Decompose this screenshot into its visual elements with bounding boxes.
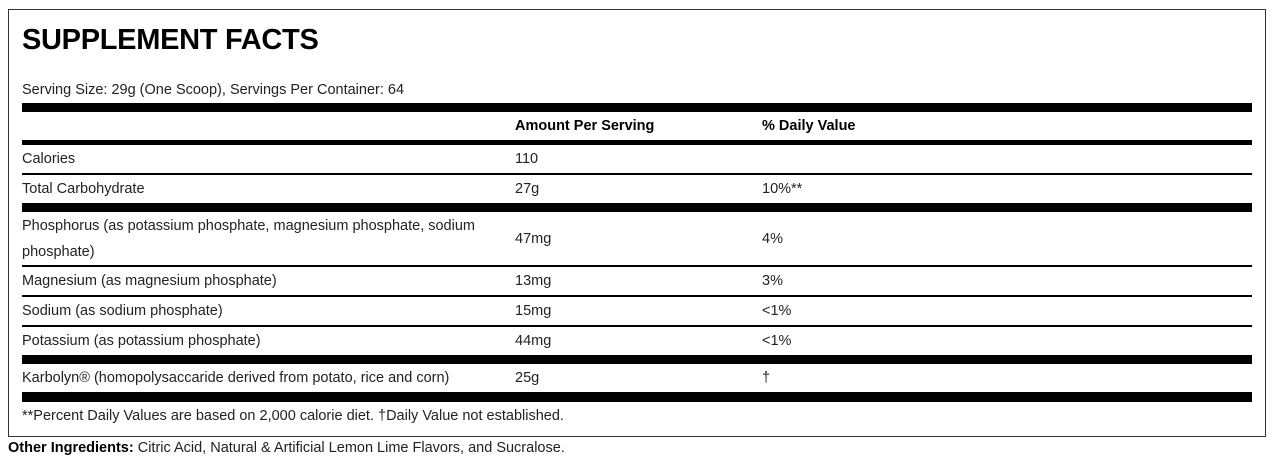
dv-header: % Daily Value — [762, 118, 856, 134]
divider — [22, 203, 1252, 212]
nutrient-name: Potassium (as potassium phosphate) — [22, 333, 261, 349]
daily-value: 4% — [762, 230, 783, 247]
amount-header: Amount Per Serving — [515, 118, 655, 134]
divider — [22, 173, 1252, 175]
table-row: Calories 110 — [22, 145, 1252, 173]
divider — [22, 355, 1252, 364]
divider — [22, 103, 1252, 112]
amount: 13mg — [515, 273, 552, 289]
divider — [22, 265, 1252, 267]
table-header: Amount Per Serving % Daily Value — [22, 112, 1252, 140]
other-ingredients: Other Ingredients: Citric Acid, Natural … — [8, 440, 565, 456]
nutrient-name: Karbolyn® (homopolysaccaride derived fro… — [22, 370, 450, 386]
amount: 15mg — [515, 303, 552, 319]
divider — [22, 325, 1252, 327]
amount: 27g — [515, 181, 540, 197]
supplement-facts-panel: SUPPLEMENT FACTS Serving Size: 29g (One … — [8, 9, 1266, 437]
footnote: **Percent Daily Values are based on 2,00… — [22, 408, 564, 424]
amount: 110 — [515, 151, 539, 167]
panel-title: SUPPLEMENT FACTS — [22, 24, 319, 56]
other-ingredients-label: Other Ingredients: — [8, 440, 134, 456]
amount: 47mg — [515, 230, 552, 247]
daily-value: <1% — [762, 333, 792, 349]
serving-info: Serving Size: 29g (One Scoop), Servings … — [22, 82, 405, 98]
table-row: Magnesium (as magnesium phosphate) 13mg 3% — [22, 267, 1252, 295]
table-row: Phosphorus (as potassium phosphate, magn… — [22, 212, 1252, 265]
divider — [22, 392, 1252, 402]
nutrient-name: Total Carbohydrate — [22, 181, 145, 197]
table-row: Potassium (as potassium phosphate) 44mg <1… — [22, 327, 1252, 355]
daily-value: 3% — [762, 273, 783, 289]
other-ingredients-text: Citric Acid, Natural & Artificial Lemon … — [133, 440, 565, 456]
table-row: Sodium (as sodium phosphate) 15mg <1% — [22, 297, 1252, 325]
amount: 25g — [515, 370, 540, 386]
nutrient-name: Sodium (as sodium phosphate) — [22, 303, 223, 319]
daily-value: † — [762, 370, 771, 386]
daily-value: 10%** — [762, 181, 803, 197]
daily-value: <1% — [762, 303, 792, 319]
divider — [22, 295, 1252, 297]
divider — [22, 140, 1252, 145]
table-row: Total Carbohydrate 27g 10%** — [22, 175, 1252, 203]
nutrient-name: Magnesium (as magnesium phosphate) — [22, 273, 277, 289]
nutrient-name: Calories — [22, 151, 76, 167]
table-row: Karbolyn® (homopolysaccaride derived fro… — [22, 364, 1252, 392]
amount: 44mg — [515, 333, 552, 349]
nutrient-name: Phosphorus (as potassium phosphate, magn… — [22, 217, 475, 260]
